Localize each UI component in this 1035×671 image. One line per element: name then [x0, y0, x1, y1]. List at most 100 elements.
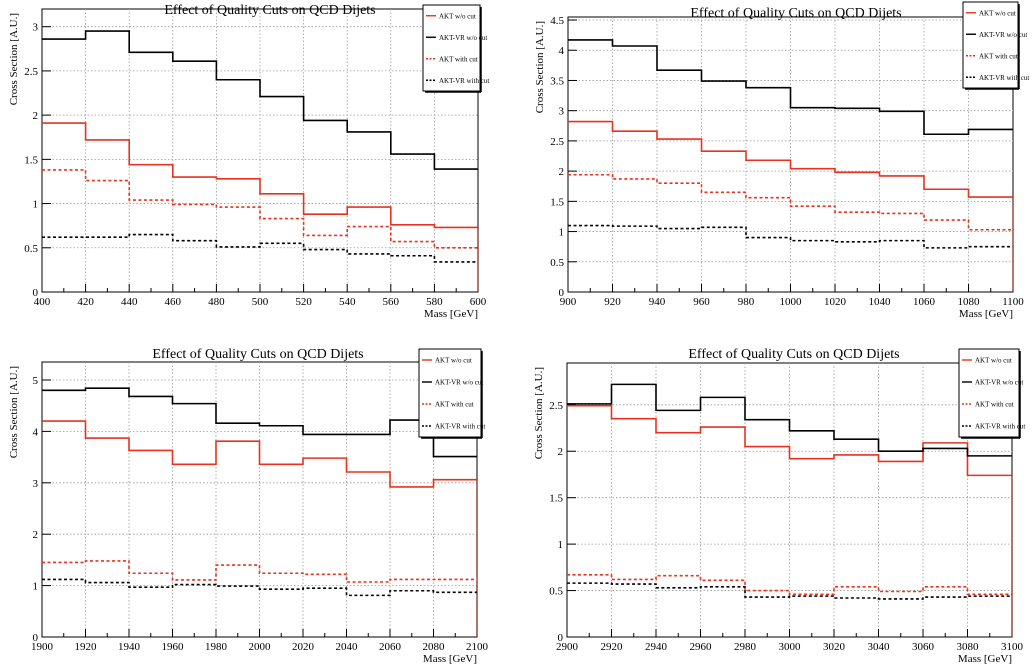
- x-tick-label: 2060: [379, 641, 402, 653]
- x-tick-label: 460: [165, 296, 182, 308]
- legend-label: AKT with cut: [979, 52, 1018, 60]
- x-tick-label: 2920: [601, 641, 624, 653]
- series-line-1: [42, 122, 478, 229]
- legend-box: [418, 348, 482, 438]
- y-tick-label: 4: [33, 426, 39, 438]
- legend-label: AKT with cut: [435, 401, 474, 409]
- legend-label: AKT-VR with cut: [435, 423, 485, 431]
- y-tick-label: 3: [559, 106, 565, 118]
- legend: AKT w/o cut AKT-VR w/o cut AKT with cut AKT…: [422, 4, 489, 93]
- x-tick-label: 3020: [823, 641, 846, 653]
- x-tick-label: 1920: [75, 641, 98, 653]
- x-tick-label: 3080: [957, 641, 980, 653]
- x-tick-label: 3060: [912, 641, 935, 653]
- x-tick-label: 940: [649, 296, 666, 308]
- y-axis-label: Cross Section [A.U.]: [534, 21, 546, 113]
- y-tick-label: 2: [559, 166, 565, 178]
- series-line-4: [568, 224, 1013, 249]
- series-line-1: [567, 404, 1012, 477]
- x-tick-label: 2100: [466, 641, 489, 653]
- series-line-3: [42, 560, 477, 583]
- x-tick-label: 1940: [118, 641, 141, 653]
- series-line-2: [567, 383, 1012, 457]
- series-line-1: [568, 120, 1013, 198]
- chart-title: Effect of Quality Cuts on QCD Dijets: [152, 347, 363, 362]
- x-tick-label: 2960: [690, 641, 713, 653]
- y-tick-label: 3: [33, 22, 39, 34]
- x-tick-label: 1100: [1002, 296, 1024, 308]
- y-tick-label: 1: [33, 199, 39, 211]
- x-tick-label: 400: [34, 296, 51, 308]
- legend-label: AKT w/o cut: [439, 12, 476, 20]
- legend-label: AKT with cut: [439, 55, 478, 63]
- chart-panel-1: 400 420 440 460 480 500 520 540 560 580 600 0 0.5 1 1.…: [8, 3, 489, 320]
- x-tick-label: 520: [295, 296, 312, 308]
- x-tick-label: 2040: [336, 641, 359, 653]
- x-tick-label: 1020: [824, 296, 847, 308]
- x-tick-label: 1900: [31, 641, 54, 653]
- y-tick-label: 0.5: [549, 586, 563, 598]
- chart-panel-3: 1900 1920 1940 1960 1980 2000 2020 2040 2060 2080…: [8, 347, 489, 665]
- series-line-4: [567, 582, 1012, 600]
- x-tick-label: 920: [604, 296, 621, 308]
- x-tick-label: 3040: [868, 641, 891, 653]
- legend-label: AKT-VR with cut: [439, 77, 489, 85]
- y-tick-label: 4: [559, 45, 565, 57]
- x-tick-label: 1980: [205, 641, 228, 653]
- x-tick-label: 1060: [913, 296, 936, 308]
- x-tick-label: 560: [383, 296, 400, 308]
- x-axis-label: Mass [GeV]: [958, 653, 1012, 665]
- x-axis-label: Mass [GeV]: [959, 308, 1013, 320]
- y-tick-label: 0.5: [550, 257, 564, 269]
- x-axis-label: Mass [GeV]: [423, 653, 477, 665]
- y-tick-label: 2: [33, 529, 39, 541]
- legend-label: AKT w/o cut: [975, 357, 1012, 365]
- x-tick-label: 600: [470, 296, 487, 308]
- x-tick-label: 980: [738, 296, 755, 308]
- legend-label: AKT-VR with cut: [975, 423, 1025, 431]
- x-tick-label: 1000: [780, 296, 803, 308]
- y-tick-label: 1: [558, 539, 564, 551]
- y-axis-label: Cross Section [A.U.]: [8, 366, 20, 458]
- y-axis-label: Cross Section [A.U.]: [533, 367, 545, 459]
- legend-label: AKT-VR w/o cut: [979, 31, 1027, 39]
- chart-title: Effect of Quality Cuts on QCD Dijets: [690, 6, 901, 21]
- y-tick-label: 1.5: [24, 154, 38, 166]
- legend: AKT w/o cut AKT-VR w/o cut AKT with cut AKT…: [958, 348, 1025, 439]
- y-tick-label: 1: [559, 227, 565, 239]
- legend-box: [958, 348, 1020, 438]
- y-axis-label: Cross Section [A.U.]: [8, 13, 20, 105]
- x-tick-label: 2980: [734, 641, 757, 653]
- x-tick-label: 500: [252, 296, 269, 308]
- y-tick-label: 1.5: [550, 196, 564, 208]
- x-tick-label: 540: [339, 296, 356, 308]
- y-tick-label: 0.5: [24, 243, 38, 255]
- y-tick-label: 5: [33, 375, 39, 387]
- legend-box: [962, 1, 1019, 89]
- legend-label: AKT-VR w/o cut: [439, 34, 487, 42]
- x-tick-label: 900: [560, 296, 577, 308]
- x-tick-label: 3100: [1001, 641, 1024, 653]
- x-tick-label: 2080: [423, 641, 446, 653]
- y-tick-label: 0: [33, 632, 39, 644]
- series-line-3: [568, 173, 1013, 231]
- series-line-4: [42, 578, 477, 597]
- y-tick-label: 3: [33, 478, 39, 490]
- legend-label: AKT-VR with cut: [979, 74, 1029, 82]
- x-tick-label: 480: [208, 296, 225, 308]
- x-tick-label: 960: [693, 296, 710, 308]
- y-tick-label: 1.5: [549, 493, 563, 505]
- chart-title: Effect of Quality Cuts on QCD Dijets: [164, 3, 375, 18]
- series-line-4: [42, 233, 478, 263]
- x-tick-label: 580: [426, 296, 443, 308]
- x-tick-label: 2940: [645, 641, 668, 653]
- y-tick-label: 0: [558, 632, 564, 644]
- x-tick-label: 420: [77, 296, 94, 308]
- series-line-1: [42, 420, 477, 488]
- y-tick-label: 2.5: [550, 136, 564, 148]
- x-tick-label: 2000: [249, 641, 272, 653]
- legend-label: AKT-VR w/o cut: [975, 379, 1023, 387]
- y-tick-label: 3.5: [550, 75, 564, 87]
- legend-box: [422, 4, 481, 92]
